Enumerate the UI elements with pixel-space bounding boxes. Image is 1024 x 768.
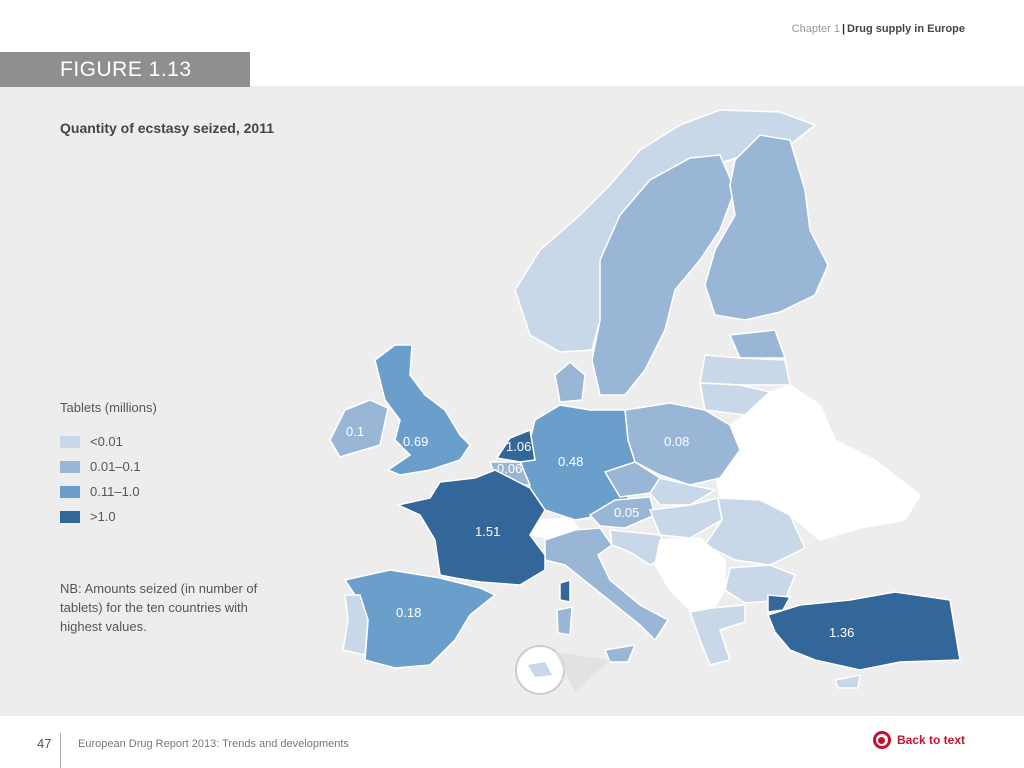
back-to-text-label: Back to text [896, 733, 965, 747]
label-spain: 0.18 [396, 605, 421, 620]
figure-note: NB: Amounts seized (in number of tablets… [60, 581, 258, 634]
country-ireland [329, 399, 389, 458]
footer-divider [60, 733, 61, 768]
legend-item: >1.0 [60, 499, 157, 534]
label-germany: 0.48 [558, 454, 583, 469]
country-italy [544, 527, 670, 642]
label-uk: 0.69 [403, 434, 428, 449]
label-turkey: 1.36 [829, 625, 854, 640]
country-malta [528, 662, 552, 677]
legend-swatch [60, 485, 80, 498]
country-turkey [766, 591, 961, 671]
back-to-text-link[interactable]: Back to text [872, 731, 965, 749]
chapter-header: Chapter 1 | Drug supply in Europe [791, 23, 965, 35]
chapter-title: Drug supply in Europe [847, 23, 965, 35]
country-uk [374, 344, 471, 476]
label-ireland: 0.1 [346, 424, 364, 439]
country-france [395, 469, 546, 586]
country-slovakia [649, 477, 718, 506]
chapter-number: Chapter 1 [791, 23, 840, 35]
figure-title: Quantity of ecstasy seized, 2011 [60, 120, 274, 136]
legend-swatch [60, 435, 80, 448]
label-poland: 0.08 [664, 434, 689, 449]
country-denmark [554, 361, 586, 403]
country-corsica [559, 578, 571, 603]
legend-heading: Tablets (millions) [60, 400, 157, 415]
legend-item: <0.01 [60, 424, 157, 459]
country-portugal [342, 594, 369, 656]
legend-item: 0.11–1.0 [60, 474, 157, 509]
legend-swatch [60, 460, 80, 473]
country-sicily [603, 644, 637, 663]
country-estonia [728, 329, 787, 359]
country-latvia [699, 354, 791, 386]
country-sardinia [556, 606, 573, 636]
legend-label: 0.11–1.0 [90, 484, 140, 499]
back-arrow-icon [872, 731, 891, 749]
label-austria: 0.05 [614, 505, 639, 520]
label-belgium: 0.06 [497, 461, 522, 476]
label-netherlands: 1.06 [506, 439, 531, 454]
legend-item: 0.01–0.1 [60, 449, 157, 484]
figure-label: FIGURE 1.13 [0, 52, 250, 87]
label-france: 1.51 [475, 524, 500, 539]
legend-label: <0.01 [90, 434, 123, 449]
country-cyprus [833, 674, 861, 689]
country-turkey-europe [767, 594, 792, 613]
legend-label: 0.01–0.1 [90, 459, 141, 474]
legend-label: >1.0 [90, 509, 116, 524]
inset-pointer [555, 652, 610, 692]
country-finland [704, 134, 829, 321]
page-number: 47 [37, 736, 52, 751]
country-greece [688, 604, 746, 666]
country-sweden [591, 154, 736, 396]
country-netherlands [495, 428, 536, 463]
legend-swatch [60, 510, 80, 523]
report-title: European Drug Report 2013: Trends and de… [78, 738, 349, 750]
map-legend: Tablets (millions) <0.01 0.01–0.1 0.11–1… [60, 400, 157, 534]
